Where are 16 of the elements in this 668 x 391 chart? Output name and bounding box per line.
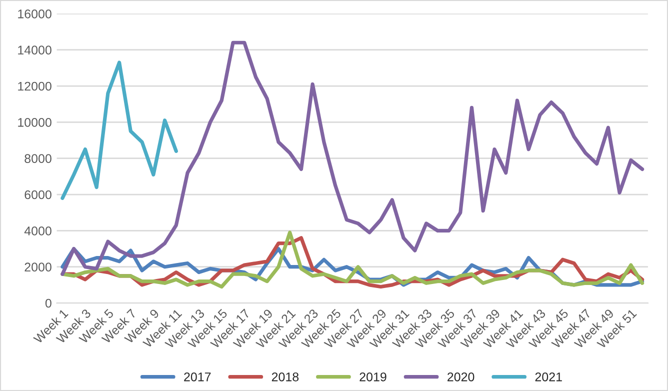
y-tick-label: 10000 xyxy=(18,118,52,127)
legend-label: 2018 xyxy=(272,372,299,382)
legend-label: 2019 xyxy=(360,372,386,382)
y-tick-label: 0 xyxy=(45,298,52,308)
y-tick-label: 14000 xyxy=(18,46,52,55)
line-series xyxy=(60,40,644,276)
y-tick-label: 8000 xyxy=(24,154,52,164)
y-tick-label: 4000 xyxy=(24,226,52,236)
line-series xyxy=(60,60,178,200)
y-tick-label: 6000 xyxy=(24,190,52,200)
y-tick-label: 12000 xyxy=(18,82,52,91)
legend-label: 2017 xyxy=(184,372,211,382)
y-tick-label: 2000 xyxy=(24,262,52,272)
legend-label: 2021 xyxy=(535,372,562,382)
legend-label: 2020 xyxy=(448,372,474,382)
y-tick-label: 16000 xyxy=(18,9,52,18)
